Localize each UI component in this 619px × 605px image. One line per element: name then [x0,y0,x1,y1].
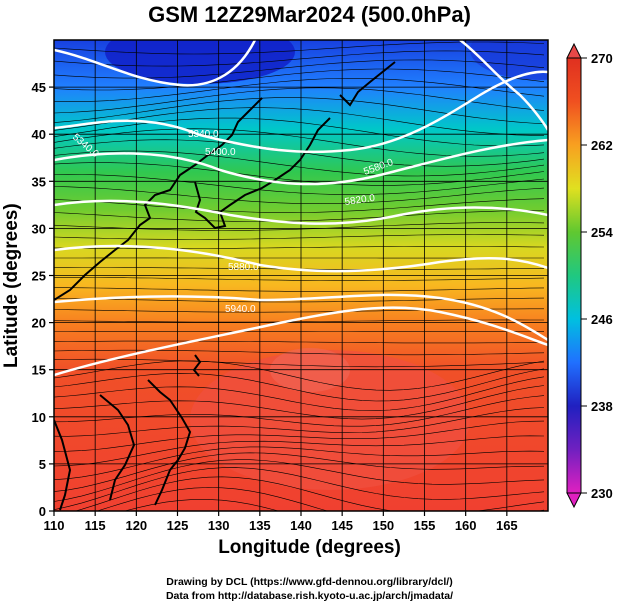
streamline [54,150,545,177]
colorbar-tick-label: 230 [591,486,613,501]
streamline [54,376,545,411]
y-tick-label: 30 [32,221,46,236]
streamline [54,358,545,368]
credit-data: Data from http://database.rish.kyoto-u.a… [165,590,454,602]
y-tick-label: 0 [39,504,46,519]
streamline [54,210,544,222]
streamline [54,117,545,147]
contour-label: 5880.0 [228,262,259,273]
streamline [54,340,545,344]
streamline [54,186,545,205]
streamline [54,395,545,427]
streamline [54,128,545,157]
credit-drawing: Drawing by DCL (https://www.gfd-dennou.o… [166,576,453,588]
streamline [54,222,545,231]
y-tick-label: 25 [32,269,46,284]
x-tick-label: 130 [208,518,230,533]
streamline [54,452,545,492]
streamline [54,287,545,292]
contour-label: 5820.0 [344,193,376,208]
colorbar-bottom-arrow [566,492,582,509]
streamline [54,174,545,195]
colorbar-scale [566,57,582,494]
streamline [54,78,545,103]
contour-label: 5400.0 [205,147,236,158]
colorbar-top-arrow [566,42,582,59]
x-tick-label: 150 [372,518,394,533]
streamline [54,467,545,510]
y-tick-label: 5 [39,457,46,472]
x-tick-label: 155 [414,518,436,533]
x-tick-label: 135 [249,518,271,533]
contour-label: 5940.0 [225,304,256,315]
x-tick-label: 145 [331,518,353,533]
streamline [54,87,545,114]
streamline [54,59,545,79]
y-tick-label: 20 [32,316,46,331]
streamline [54,234,545,240]
streamline [54,385,545,420]
x-tick-label: 125 [167,518,189,533]
streamline [54,97,545,125]
streamline [54,50,545,67]
height-contours [54,40,548,377]
streamline [54,420,545,452]
streamline [123,499,280,511]
plot-area [54,40,548,511]
streamline [96,487,545,511]
streamline [54,446,545,480]
streamline [54,435,545,467]
colorbar-tick-label: 270 [591,51,613,66]
streamline [54,368,545,402]
colorbar: 230 238 246 254 262 270 [566,42,613,509]
y-tick-label: 45 [32,80,46,95]
x-tick-label: 115 [85,518,106,533]
streamline [54,297,545,303]
streamline [54,162,545,186]
x-tick-label: 160 [455,518,477,533]
figure-title: GSM 12Z29Mar2024 (500.0hPa) [148,2,471,27]
y-tick-label: 40 [32,127,46,142]
x-tick-label: 120 [125,518,147,533]
streamline [54,349,545,356]
streamline [54,107,545,136]
y-tick-label: 35 [32,174,46,189]
y-axis: 0 5 10 15 20 25 30 35 40 45 [32,80,54,519]
x-axis-label: Longitude (degrees) [218,537,401,558]
x-tick-label: 140 [290,518,312,533]
streamlines [54,41,545,511]
x-axis: 110 115 120 125 130 135 140 145 150 155 160 165 [44,511,518,533]
streamline [54,246,545,249]
streamline [54,308,544,313]
y-tick-label: 10 [32,410,46,425]
streamline [54,198,545,213]
x-tick-label: 165 [496,518,518,533]
y-tick-label: 15 [32,363,46,378]
colorbar-tick-label: 254 [591,225,613,240]
streamline [74,476,545,511]
streamline [54,459,545,502]
contour-label: 5340.0 [188,129,219,140]
colorbar-tick-label: 246 [591,312,613,327]
y-axis-label: Latitude (degrees) [1,203,22,368]
streamline [54,319,544,323]
streamline [54,277,545,281]
cold-core-east [470,40,548,80]
streamline [54,407,545,437]
streamline [54,68,545,91]
colorbar-tick-label: 238 [591,399,613,414]
x-tick-label: 110 [44,518,65,533]
streamline [54,360,545,391]
colorbar-tick-label: 262 [591,138,613,153]
